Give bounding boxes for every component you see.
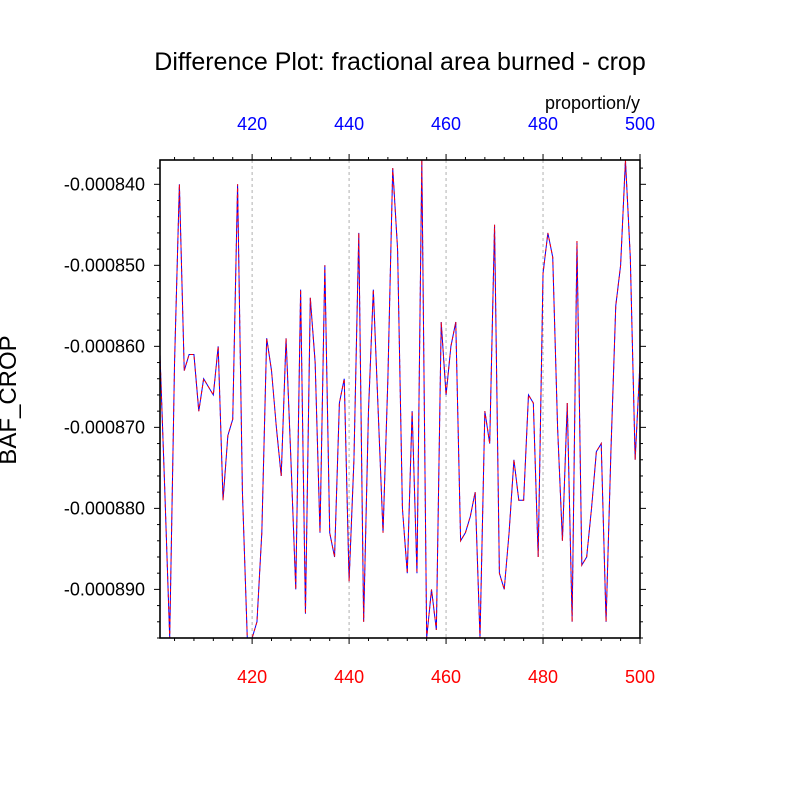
x-tick-label-top: 460 [431, 114, 461, 134]
tick-labels: 420 420 440 440 460 460 480 480 500 500 -0.000840 -… [64, 114, 655, 687]
chart-title: Difference Plot: fractional area burned … [154, 48, 645, 76]
x-tick-label-top: 440 [334, 114, 364, 134]
y-tick-label: -0.000870 [64, 417, 145, 437]
x-tick-label-top: 420 [237, 114, 267, 134]
series-line-2 [160, 160, 640, 638]
y-tick-label: -0.000860 [64, 336, 145, 356]
y-tick-label: -0.000890 [64, 579, 145, 599]
x-tick-label-top: 500 [625, 114, 655, 134]
plot-frame [159, 159, 641, 639]
series-lines [160, 160, 640, 638]
series-line-1 [160, 160, 640, 638]
x-tick-label-bottom: 440 [334, 667, 364, 687]
x-tick-label-top: 480 [528, 114, 558, 134]
y-tick-label: -0.000850 [64, 255, 145, 275]
x-tick-label-bottom: 500 [625, 667, 655, 687]
units-label: proportion/y [545, 93, 640, 113]
y-tick-label: -0.000880 [64, 498, 145, 518]
grid-lines [251, 160, 544, 638]
y-tick-label: -0.000840 [64, 174, 145, 194]
x-tick-label-bottom: 460 [431, 667, 461, 687]
y-axis-label: BAF_CROP [0, 335, 22, 464]
x-tick-label-bottom: 420 [237, 667, 267, 687]
x-tick-label-bottom: 480 [528, 667, 558, 687]
